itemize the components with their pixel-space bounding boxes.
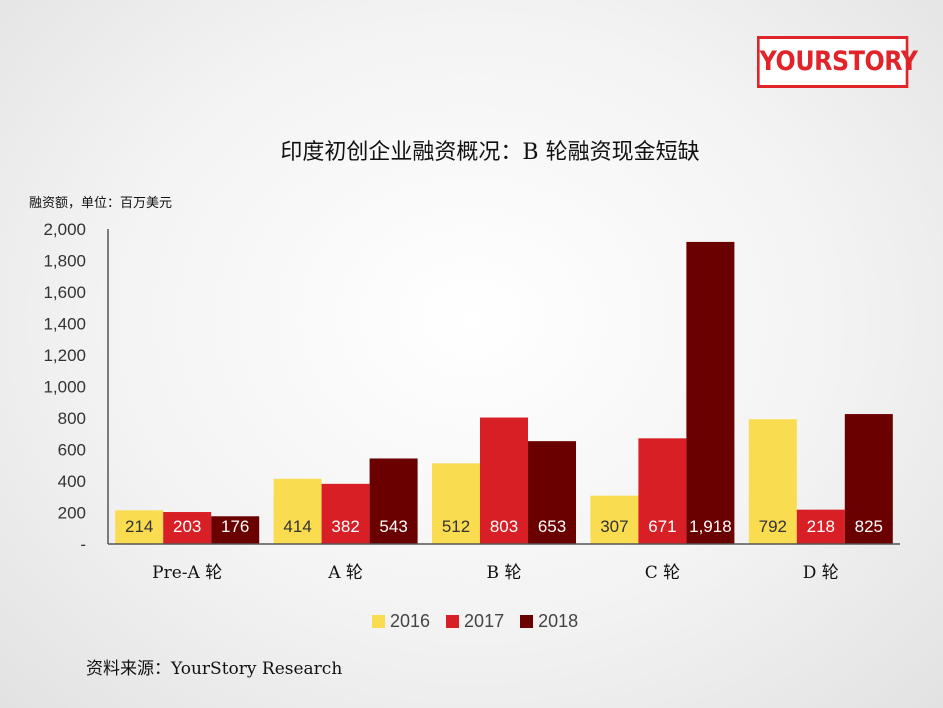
x-axis-ticks: Pre-A 轮 A 轮 B 轮 C 轮 D 轮 — [152, 563, 839, 583]
bar-2017 — [321, 483, 370, 544]
y-tick-label: 1,600 — [43, 283, 86, 302]
y-axis-ticks: - 200 400 600 800 1,000 1,200 1,400 1,600 1,800 2,… — [43, 220, 86, 554]
legend-item-2016: 2016 — [372, 611, 430, 632]
data-label: 825 — [855, 517, 883, 536]
y-axis-unit-label: 融资额，单位：百万美元 — [29, 196, 173, 211]
bar-2016 — [590, 495, 639, 544]
legend-swatch — [446, 615, 460, 628]
bar-2018 — [528, 441, 576, 544]
data-label: 218 — [807, 517, 835, 536]
yourstory-logo: YOURSTORY — [757, 36, 918, 88]
bar-2017 — [163, 512, 212, 544]
y-tick-label: 200 — [58, 504, 86, 523]
x-tick-label: B 轮 — [487, 563, 522, 583]
legend-label: 2016 — [390, 611, 431, 631]
data-label: 1,918 — [689, 517, 732, 536]
bar-2018 — [844, 414, 893, 544]
data-label: 792 — [759, 517, 787, 536]
bar-2017 — [638, 438, 687, 544]
legend-label: 2017 — [464, 611, 505, 631]
legend-item-2018: 2018 — [520, 611, 578, 632]
y-tick-label: 1,400 — [43, 315, 86, 334]
data-label: 176 — [221, 517, 249, 536]
data-label: 512 — [442, 517, 470, 536]
legend-label: 2018 — [538, 611, 579, 631]
bar-2018 — [686, 241, 735, 545]
source-note: 资料来源：YourStory Research — [86, 659, 343, 679]
y-tick-label: 800 — [58, 409, 86, 428]
y-tick-label: 1,800 — [43, 252, 86, 271]
legend-swatch — [372, 615, 385, 628]
x-tick-label: A 轮 — [327, 563, 363, 583]
y-tick-label: 600 — [58, 441, 86, 460]
data-label: 653 — [538, 517, 566, 536]
bar-2016 — [273, 478, 322, 544]
data-label: 382 — [331, 517, 359, 536]
bar-2017 — [796, 509, 845, 544]
data-label: 414 — [283, 517, 311, 536]
x-tick-label: Pre-A 轮 — [152, 563, 222, 583]
x-tick-label: C 轮 — [645, 563, 680, 583]
bar-2018 — [369, 458, 418, 544]
data-label: 803 — [490, 517, 518, 536]
y-tick-label: 2,000 — [43, 220, 86, 239]
data-label: 214 — [125, 517, 153, 536]
data-label: 543 — [379, 517, 407, 536]
y-tick-label: 1,200 — [43, 346, 86, 365]
data-label: 203 — [173, 517, 201, 536]
legend-swatch — [520, 615, 534, 628]
data-label: 307 — [600, 517, 628, 536]
y-tick-label: 400 — [58, 472, 86, 491]
x-tick-label: D 轮 — [803, 563, 839, 583]
legend-item-2017: 2017 — [446, 611, 504, 632]
bar-2016 — [748, 419, 797, 544]
legend: 2016 2017 2018 — [372, 611, 578, 632]
bar-2016 — [432, 463, 480, 544]
y-tick-label: 1,000 — [43, 378, 86, 397]
bars: 214 203 176 414 382 543 512 803 653 307 671 1,918 79… — [115, 241, 893, 545]
bar-2017 — [480, 417, 528, 544]
bar-2018 — [211, 516, 260, 544]
y-tick-label: - — [80, 535, 86, 554]
bar-2016 — [115, 510, 164, 544]
chart-title: 印度初创企业融资概况：B 轮融资现金短缺 — [280, 140, 700, 165]
data-label: 671 — [648, 517, 676, 536]
